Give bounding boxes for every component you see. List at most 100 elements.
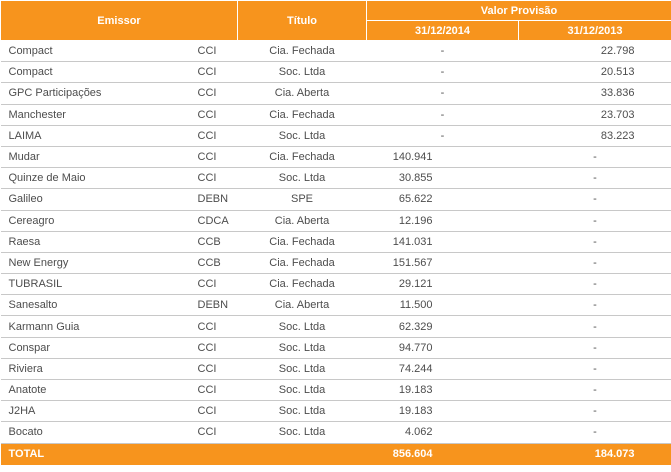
table-row: Galileo DEBN SPE 65.622- [0,188,671,211]
cell-tipo: CCI [190,337,238,359]
cell-titulo: Cia. Fechada [237,146,367,169]
cell-value-2014: 4.062 [366,421,519,444]
cell-value-2013: - [518,273,671,296]
cell-value-2013: - [518,400,671,423]
cell-emissor: Compact [0,61,191,84]
cell-value-2013: - [518,252,671,275]
cell-titulo: Soc. Ltda [237,167,367,190]
cell-value-2014: 74.244 [366,358,519,381]
cell-titulo: Soc. Ltda [237,125,367,147]
cell-tipo: DEBN [190,294,238,317]
cell-value-2014: 65.622 [366,188,519,211]
cell-value-2014: 30.855 [366,167,519,190]
table-row: TUBRASIL CCI Cia. Fechada 29.121- [0,273,671,296]
cell-tipo: CCB [190,231,238,253]
cell-value-2013: 20.513 [518,61,671,84]
table-row: LAIMA CCI Soc. Ltda -83.223 [0,125,671,147]
cell-emissor: New Energy [0,252,191,275]
cell-titulo: Cia. Aberta [237,210,367,232]
total-2013: 184.073 [518,442,671,465]
cell-value-2014: 140.941 [366,146,519,169]
table-row: Anatote CCI Soc. Ltda 19.183- [0,379,671,402]
cell-emissor: Manchester [0,104,191,126]
cell-titulo: Soc. Ltda [237,421,367,444]
table-row: New Energy CCB Cia. Fechada 151.567- [0,252,671,275]
cell-emissor: J2HA [0,400,191,423]
table-row: Riviera CCI Soc. Ltda 74.244- [0,358,671,381]
cell-value-2013: 23.703 [518,104,671,126]
cell-value-2014: 11.500 [366,294,519,317]
cell-titulo: Cia. Aberta [237,294,367,317]
cell-value-2013: - [518,421,671,444]
cell-value-2014: - [366,104,519,126]
total-2014: 856.604 [366,442,519,465]
table-footer: TOTAL 856.604 184.073 [0,442,671,465]
cell-value-2013: - [518,315,671,338]
cell-value-2013: - [518,379,671,402]
cell-titulo: Soc. Ltda [237,400,367,423]
cell-emissor: Compact [0,40,191,63]
table-row: Compact CCI Soc. Ltda -20.513 [0,61,671,84]
cell-value-2013: - [518,167,671,190]
cell-value-2013: - [518,210,671,232]
cell-tipo: CCI [190,40,238,63]
cell-value-2014: - [366,61,519,84]
cell-value-2013: - [518,188,671,211]
cell-emissor: Sanesalto [0,294,191,317]
cell-value-2013: - [518,146,671,169]
cell-value-2013: 83.223 [518,125,671,147]
cell-value-2013: - [518,231,671,253]
cell-tipo: CCI [190,61,238,84]
cell-emissor: Karmann Guia [0,315,191,338]
table-row: J2HA CCI Soc. Ltda 19.183- [0,400,671,423]
cell-tipo: CCB [190,252,238,275]
cell-value-2014: 19.183 [366,379,519,402]
cell-emissor: Galileo [0,188,191,211]
total-row: TOTAL 856.604 184.073 [0,442,671,465]
cell-value-2014: 141.031 [366,231,519,253]
cell-tipo: CCI [190,82,238,105]
table-row: Manchester CCI Cia. Fechada -23.703 [0,104,671,126]
cell-value-2014: - [366,125,519,147]
cell-value-2013: - [518,294,671,317]
cell-emissor: Anatote [0,379,191,402]
cell-titulo: Cia. Fechada [237,252,367,275]
cell-tipo: CCI [190,125,238,147]
header-emissor: Emissor [0,0,239,41]
cell-value-2014: 12.196 [366,210,519,232]
table-body: Compact CCI Cia. Fechada -22.798 Compact CCI S… [0,40,671,444]
cell-titulo: Soc. Ltda [237,315,367,338]
table-row: GPC Participações CCI Cia. Aberta -33.836 [0,82,671,105]
header-date-2013: 31/12/2013 [518,20,671,41]
cell-value-2014: - [366,82,519,105]
cell-tipo: CCI [190,273,238,296]
header-valor-provisao: Valor Provisão [366,0,671,21]
cell-titulo: Soc. Ltda [237,337,367,359]
table-header: Emissor Título Valor Provisão 31/12/2014… [0,0,671,41]
cell-tipo: CCI [190,104,238,126]
table-row: Quinze de Maio CCI Soc. Ltda 30.855- [0,167,671,190]
cell-value-2014: - [366,40,519,63]
cell-titulo: Soc. Ltda [237,61,367,84]
cell-tipo: CCI [190,167,238,190]
table-row: Conspar CCI Soc. Ltda 94.770- [0,337,671,359]
cell-tipo: CCI [190,421,238,444]
cell-titulo: SPE [237,188,367,211]
cell-titulo: Soc. Ltda [237,379,367,402]
cell-titulo: Cia. Fechada [237,104,367,126]
total-label: TOTAL [0,442,367,465]
cell-value-2014: 29.121 [366,273,519,296]
cell-tipo: CCI [190,358,238,381]
table-row: Karmann Guia CCI Soc. Ltda 62.329- [0,315,671,338]
cell-value-2014: 19.183 [366,400,519,423]
cell-emissor: Raesa [0,231,191,253]
table-row: Mudar CCI Cia. Fechada 140.941- [0,146,671,169]
table-row: Sanesalto DEBN Cia. Aberta 11.500- [0,294,671,317]
cell-value-2014: 151.567 [366,252,519,275]
cell-titulo: Cia. Aberta [237,82,367,105]
header-date-2014: 31/12/2014 [366,20,520,41]
cell-emissor: LAIMA [0,125,191,147]
cell-tipo: CCI [190,379,238,402]
